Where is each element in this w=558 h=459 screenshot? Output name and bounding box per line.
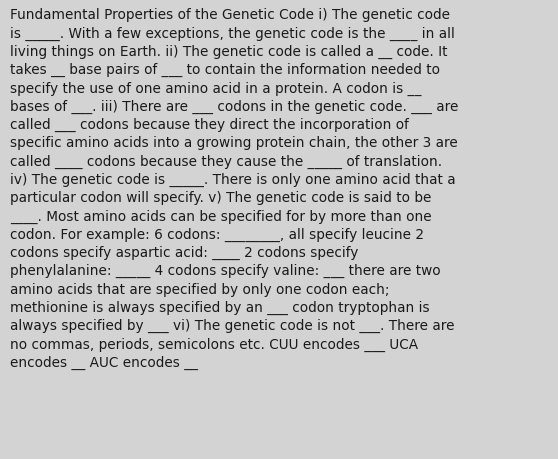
Text: Fundamental Properties of the Genetic Code i) The genetic code
is _____. With a : Fundamental Properties of the Genetic Co…: [10, 8, 459, 369]
